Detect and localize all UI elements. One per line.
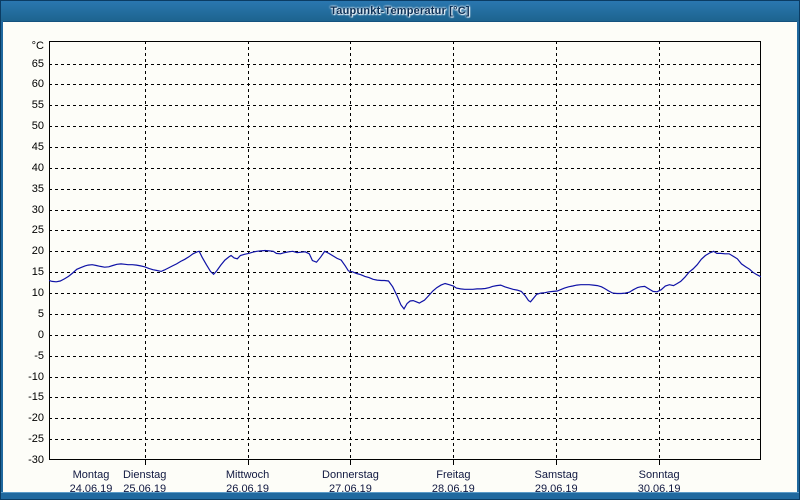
- y-tick-label: -10: [28, 370, 44, 383]
- y-tick-label: 30: [31, 203, 44, 216]
- temperature-line: [49, 249, 761, 310]
- y-tick-label: -30: [28, 454, 44, 466]
- y-tick-label: -20: [28, 412, 44, 425]
- y-tick-label: 60: [31, 78, 44, 91]
- y-tick-label: 45: [31, 141, 44, 153]
- chart-canvas: °C 65 60 55 50 45 40 35 30 25 20 15 10 5 0 -5 -10 -15 -20-…: [3, 22, 797, 495]
- window-title: Taupunkt-Temperatur [°C]: [330, 5, 470, 17]
- y-tick-label: 0: [37, 328, 44, 341]
- x-tick-mark: [248, 460, 249, 465]
- y-tick-label: 40: [31, 161, 44, 174]
- y-tick-label: 50: [31, 120, 44, 133]
- window-left-edge: [1, 21, 3, 499]
- window-bottom-edge: [1, 492, 799, 499]
- plot-area: [49, 41, 761, 460]
- window-right-edge: [797, 21, 799, 499]
- x-day-label: Samstag: [534, 469, 578, 481]
- y-tick-label: -15: [28, 391, 44, 404]
- y-tick-label: 55: [31, 99, 44, 112]
- x-day-label: Freitag: [436, 469, 471, 481]
- y-tick-label: -25: [28, 433, 44, 446]
- x-tick-mark: [453, 460, 454, 465]
- x-day-label: Dienstag: [122, 469, 167, 481]
- x-day-label: Mittwoch: [225, 469, 270, 481]
- x-tick-mark: [350, 460, 351, 465]
- window-titlebar[interactable]: Taupunkt-Temperatur [°C]: [1, 1, 799, 22]
- x-tick-mark: [145, 460, 146, 465]
- plot-border: [49, 41, 761, 460]
- y-tick-label: 10: [31, 287, 44, 300]
- x-day-label: Sonntag: [638, 469, 680, 481]
- x-tick-mark: [556, 460, 557, 465]
- y-axis-unit-label: °C: [31, 40, 44, 52]
- y-tick-label: 25: [31, 224, 44, 237]
- y-tick-label: 20: [31, 245, 44, 258]
- x-day-label: Montag: [72, 469, 110, 481]
- y-tick-label: 35: [31, 182, 44, 195]
- y-tick-label: 5: [37, 307, 44, 320]
- y-tick-label: -5: [34, 349, 44, 362]
- y-tick-label: 15: [31, 266, 44, 279]
- x-tick-mark: [659, 460, 660, 465]
- y-tick-label: 65: [31, 57, 44, 70]
- x-day-label: Donnerstag: [322, 469, 379, 481]
